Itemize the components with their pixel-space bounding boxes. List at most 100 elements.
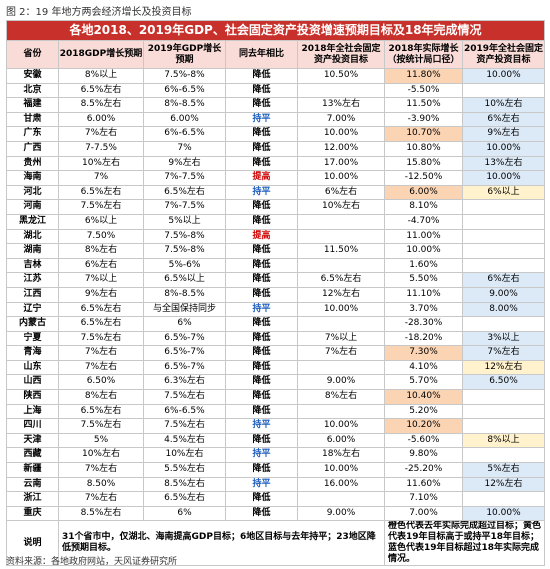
data-cell: 10%左右: [297, 199, 385, 215]
province-cell: 江苏: [6, 272, 59, 288]
data-cell: 持平: [225, 184, 298, 201]
data-cell: 降低: [225, 462, 298, 478]
data-row: 甘肃 6.00% 6.00% 持平 7.00% -3.90% 6%左右: [6, 111, 545, 128]
data-cell: 6.50%: [462, 374, 545, 391]
data-cell: 6%-6.5%: [143, 82, 226, 99]
data-cell: 10.00%: [297, 418, 385, 434]
data-cell: 6.00%: [297, 432, 385, 449]
data-cell: 7.5%左右: [143, 418, 226, 434]
province-cell: 海南: [6, 170, 59, 186]
data-cell: 3%以上: [462, 330, 545, 347]
data-cell: 10.00%: [462, 505, 545, 522]
province-cell: 陕西: [6, 389, 59, 405]
data-cell: 9%左右: [143, 155, 226, 172]
data-cell: 降低: [225, 213, 298, 230]
data-cell: 11.50%: [297, 243, 385, 259]
data-cell: 6.3%左右: [143, 374, 226, 391]
data-cell: 16.00%: [297, 476, 385, 493]
data-cell: 降低: [225, 345, 298, 361]
data-cell: 6.5%以上: [143, 272, 226, 288]
data-cell: 11.80%: [384, 68, 463, 84]
data-cell: 降低: [225, 126, 298, 142]
data-cell: [297, 228, 385, 245]
data-cell: 7%左右: [297, 345, 385, 361]
data-row: 安徽 8%以上 7.5%-8% 降低 10.50% 11.80% 10.00%: [6, 68, 545, 84]
data-cell: 降低: [225, 359, 298, 376]
data-cell: 8%-8.5%: [143, 97, 226, 113]
data-cell: 5%: [58, 432, 144, 449]
data-cell: 7.5%左右: [58, 418, 144, 434]
data-cell: 6%: [143, 316, 226, 332]
data-cell: 10%左右: [462, 97, 545, 113]
data-cell: -18.20%: [384, 330, 463, 347]
data-cell: 10.00%: [384, 243, 463, 259]
data-cell: 提高: [225, 170, 298, 186]
data-cell: 降低: [225, 155, 298, 172]
header-cell: 2018年实际增长（按统计局口径）: [384, 40, 463, 69]
table-body: 各地2018、2019年GDP、社会固定资产投资增速预期目标及18年完成情况 省…: [6, 20, 545, 567]
data-row: 北京 6.5%左右 6%-6.5% 降低 -5.50%: [6, 82, 545, 99]
data-cell: 8.5%左右: [58, 97, 144, 113]
data-cell: 6.00%: [58, 111, 144, 128]
data-cell: 6.5%左右: [143, 184, 226, 201]
header-cell: 2018GDP增长预期: [58, 40, 144, 69]
header-cell: 省份: [6, 40, 59, 69]
province-cell: 辽宁: [6, 301, 59, 318]
data-cell: 降低: [225, 330, 298, 347]
data-row: 山西 6.50% 6.3%左右 降低 9.00% 5.70% 6.50%: [6, 374, 545, 391]
data-cell: 11.60%: [384, 476, 463, 493]
data-cell: 7.5%-8%: [143, 228, 226, 245]
data-cell: 6.5%左右: [297, 272, 385, 288]
notes-label: 说明: [6, 520, 59, 567]
notes-row: 说明 31个省市中，仅湖北、海南提高GDP目标；6地区目标与去年持平；23地区降低…: [6, 520, 545, 567]
data-cell: [462, 82, 545, 99]
province-cell: 河南: [6, 199, 59, 215]
data-cell: 9%左右: [462, 126, 545, 142]
province-cell: 新疆: [6, 462, 59, 478]
data-row: 内蒙古 6.5%左右 6% 降低 -28.30%: [6, 316, 545, 332]
data-cell: 12%左右: [462, 476, 545, 493]
source: 资料来源：各地政府网站，天风证券研究所: [6, 557, 178, 567]
data-cell: 7%左右: [58, 359, 144, 376]
data-cell: [462, 243, 545, 259]
data-cell: 8%-8.5%: [143, 286, 226, 303]
data-row: 贵州 10%左右 9%左右 降低 17.00% 15.80% 13%左右: [6, 155, 545, 172]
data-row: 重庆 8.5%左右 6% 降低 9.00% 7.00% 10.00%: [6, 505, 545, 522]
data-cell: 6.5%左右: [58, 184, 144, 201]
data-cell: 持平: [225, 476, 298, 493]
data-cell: 12%左右: [462, 359, 545, 376]
caption: 图 2：19 年地方两会经济增长及投资目标: [6, 7, 192, 18]
data-cell: [462, 316, 545, 332]
data-row: 云南 8.50% 8.5%左右 持平 16.00% 11.60% 12%左右: [6, 476, 545, 493]
data-cell: 10.70%: [384, 126, 463, 142]
data-cell: -25.20%: [384, 462, 463, 478]
data-cell: 9.00%: [462, 286, 545, 303]
data-cell: 7%左右: [58, 126, 144, 142]
province-cell: 甘肃: [6, 111, 59, 128]
province-cell: 青海: [6, 345, 59, 361]
data-cell: [462, 257, 545, 274]
province-cell: 吉林: [6, 257, 59, 274]
data-row: 新疆 7%左右 5.5%左右 降低 10.00% -25.20% 5%左右: [6, 462, 545, 478]
data-cell: 15.80%: [384, 155, 463, 172]
data-cell: 11.00%: [384, 228, 463, 245]
data-cell: 6%: [143, 505, 226, 522]
data-cell: 10.20%: [384, 418, 463, 434]
province-cell: 山东: [6, 359, 59, 376]
data-cell: 7%-7.5%: [143, 199, 226, 215]
data-cell: 8%左右: [58, 243, 144, 259]
data-cell: 6.5%左右: [58, 301, 144, 318]
data-cell: 10.00%: [297, 126, 385, 142]
data-cell: 5.5%左右: [143, 462, 226, 478]
data-cell: 10.80%: [384, 140, 463, 157]
data-cell: 7%以上: [58, 272, 144, 288]
data-cell: 7.5%左右: [143, 389, 226, 405]
data-cell: 降低: [225, 272, 298, 288]
data-cell: 降低: [225, 68, 298, 84]
data-cell: 降低: [225, 491, 298, 507]
data-cell: 9.00%: [297, 505, 385, 522]
data-cell: 6%左右: [462, 272, 545, 288]
data-cell: 5.20%: [384, 403, 463, 420]
data-cell: -4.70%: [384, 213, 463, 230]
